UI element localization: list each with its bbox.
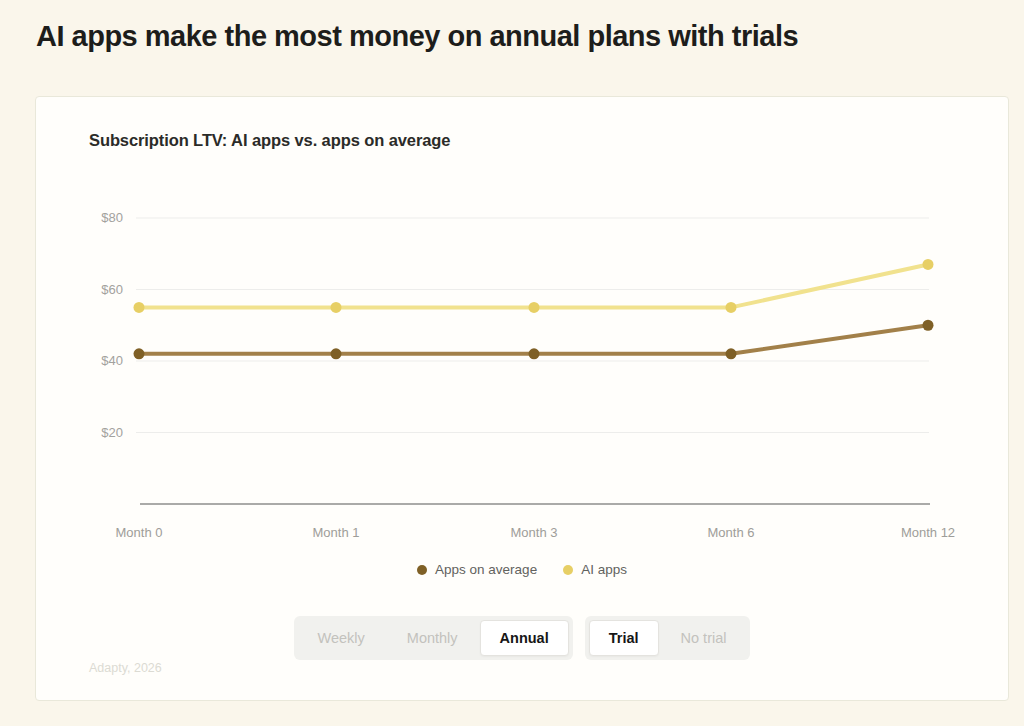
data-point xyxy=(331,348,342,359)
y-tick-label: $60 xyxy=(79,282,123,297)
data-point xyxy=(726,348,737,359)
legend-label: AI apps xyxy=(581,562,627,577)
legend-label: Apps on average xyxy=(435,562,537,577)
page-title: AI apps make the most money on annual pl… xyxy=(36,20,798,53)
x-tick-label: Month 6 xyxy=(686,525,776,540)
data-point xyxy=(134,348,145,359)
period-option-monthly[interactable]: Monthly xyxy=(387,620,478,656)
data-point xyxy=(529,302,540,313)
trial-option-no-trial[interactable]: No trial xyxy=(661,620,747,656)
source-attribution: Adapty, 2026 xyxy=(89,661,162,675)
data-point xyxy=(331,302,342,313)
chart-legend: Apps on average AI apps xyxy=(36,562,1008,577)
toggle-row: Weekly Monthly Annual Trial No trial xyxy=(36,616,1008,660)
chart-card: Subscription LTV: AI apps vs. apps on av… xyxy=(35,96,1009,701)
x-tick-label: Month 3 xyxy=(489,525,579,540)
data-point xyxy=(529,348,540,359)
series-line-0 xyxy=(139,325,928,354)
data-point xyxy=(726,302,737,313)
legend-item-ai-apps: AI apps xyxy=(563,562,627,577)
legend-dot-apps-on-average xyxy=(417,565,427,575)
period-option-annual[interactable]: Annual xyxy=(480,620,569,656)
x-tick-label: Month 1 xyxy=(291,525,381,540)
period-toggle-group: Weekly Monthly Annual xyxy=(294,616,573,660)
series-line-1 xyxy=(139,264,928,307)
y-tick-label: $40 xyxy=(79,353,123,368)
period-option-weekly[interactable]: Weekly xyxy=(298,620,385,656)
x-tick-label: Month 12 xyxy=(883,525,973,540)
data-point xyxy=(923,320,934,331)
y-tick-label: $20 xyxy=(79,425,123,440)
chart-title: Subscription LTV: AI apps vs. apps on av… xyxy=(89,131,450,150)
trial-toggle-group: Trial No trial xyxy=(585,616,751,660)
data-point xyxy=(134,302,145,313)
x-tick-label: Month 0 xyxy=(94,525,184,540)
legend-dot-ai-apps xyxy=(563,565,573,575)
line-chart xyxy=(36,97,1010,702)
legend-item-apps-on-average: Apps on average xyxy=(417,562,537,577)
y-tick-label: $80 xyxy=(79,210,123,225)
data-point xyxy=(923,259,934,270)
trial-option-trial[interactable]: Trial xyxy=(589,620,659,656)
